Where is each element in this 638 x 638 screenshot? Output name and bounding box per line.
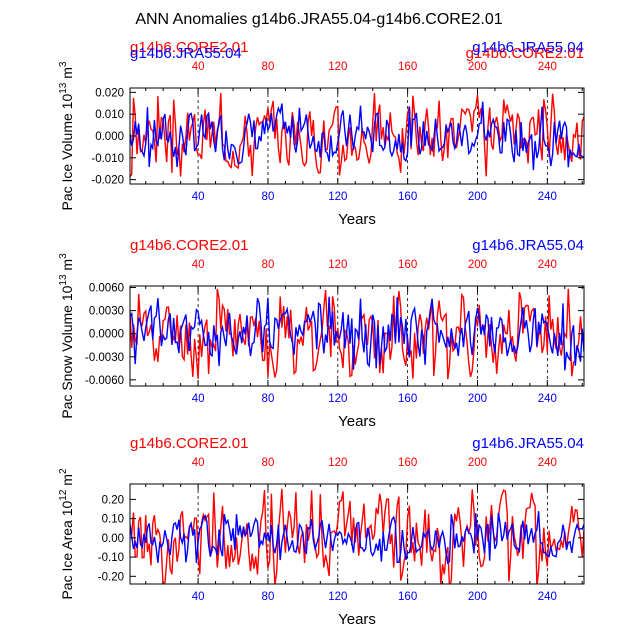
y-axis-label-exponent: 13 bbox=[58, 82, 69, 94]
x-tick-label-top: 200 bbox=[468, 457, 487, 469]
x-tick-label-top: 200 bbox=[468, 259, 487, 271]
y-axis-label-text: Pac Ice Area 10 bbox=[59, 500, 75, 599]
x-tick-label-top: 120 bbox=[328, 457, 347, 469]
x-tick-label-bottom: 240 bbox=[538, 591, 557, 603]
x-tick-label-bottom: 40 bbox=[192, 393, 205, 405]
y-tick-label: 0.00 bbox=[102, 533, 124, 545]
y-axis-label-text: m bbox=[59, 474, 75, 490]
legend-jra: g14b6.JRA55.04 bbox=[472, 237, 584, 254]
chart-panel-1: -0.020 -0.010 0.000 0.010 0.020 40 40 80 80 120 12… bbox=[58, 39, 585, 228]
x-tick-label-bottom: 200 bbox=[468, 393, 487, 405]
series-line-core bbox=[130, 92, 584, 178]
x-tick-label-bottom: 200 bbox=[468, 191, 487, 203]
y-axis-label-text: Pac Snow Volume 10 bbox=[59, 285, 75, 418]
x-tick-label-top: 240 bbox=[538, 259, 557, 271]
x-tick-label-bottom: 160 bbox=[398, 393, 417, 405]
x-tick-label-top: 80 bbox=[262, 457, 275, 469]
y-tick-label: -0.0030 bbox=[85, 352, 124, 364]
x-tick-label-top: 40 bbox=[192, 457, 205, 469]
y-tick-label: 0.0060 bbox=[89, 283, 124, 295]
x-tick-label-top: 40 bbox=[192, 61, 205, 73]
y-tick-label: -0.10 bbox=[98, 552, 124, 564]
x-tick-label-top: 80 bbox=[262, 61, 275, 73]
y-axis-label-exponent: 3 bbox=[58, 61, 69, 67]
x-tick-label-top: 80 bbox=[262, 259, 275, 271]
y-axis-label-text: m bbox=[59, 259, 75, 275]
x-tick-label-bottom: 80 bbox=[262, 393, 275, 405]
series-line-jra bbox=[130, 511, 584, 565]
legend-core-overlap: g14b6.CORE2.01 bbox=[466, 45, 584, 62]
x-axis-label: Years bbox=[338, 413, 376, 430]
y-tick-label: 0.020 bbox=[95, 87, 124, 99]
y-axis-label: Pac Ice Volume 1013 m3 bbox=[58, 61, 75, 210]
y-axis-label-exponent: 13 bbox=[58, 274, 69, 286]
x-tick-label-top: 160 bbox=[398, 457, 417, 469]
x-tick-label-bottom: 120 bbox=[328, 591, 347, 603]
legend-core: g14b6.CORE2.01 bbox=[130, 435, 248, 452]
y-tick-label: 0.10 bbox=[102, 514, 124, 526]
y-tick-label: 0.20 bbox=[102, 494, 124, 506]
x-tick-label-top: 120 bbox=[328, 61, 347, 73]
x-tick-label-bottom: 160 bbox=[398, 591, 417, 603]
x-axis-label: Years bbox=[338, 611, 376, 628]
x-tick-label-top: 240 bbox=[538, 457, 557, 469]
x-axis-label: Years bbox=[338, 211, 376, 228]
legend-core: g14b6.CORE2.01 bbox=[130, 39, 248, 56]
x-tick-label-bottom: 240 bbox=[538, 393, 557, 405]
figure-title: ANN Anomalies g14b6.JRA55.04-g14b6.CORE2… bbox=[135, 11, 502, 28]
x-tick-label-bottom: 40 bbox=[192, 191, 205, 203]
y-tick-label: 0.010 bbox=[95, 109, 124, 121]
y-axis-label-text: Pac Ice Volume 10 bbox=[59, 94, 75, 211]
x-tick-label-top: 240 bbox=[538, 61, 557, 73]
series-line-jra bbox=[130, 101, 584, 171]
x-tick-label-bottom: 120 bbox=[328, 191, 347, 203]
legend-jra: g14b6.JRA55.04 bbox=[472, 39, 584, 56]
x-tick-label-bottom: 200 bbox=[468, 591, 487, 603]
y-axis-label: Pac Ice Area 1012 m2 bbox=[58, 468, 75, 600]
legend-core: g14b6.CORE2.01 bbox=[130, 237, 248, 254]
x-tick-label-bottom: 80 bbox=[262, 191, 275, 203]
y-axis-label-text: m bbox=[59, 67, 75, 83]
y-axis-label-exponent: 12 bbox=[58, 489, 69, 501]
x-tick-label-top: 200 bbox=[468, 61, 487, 73]
y-axis-label-exponent: 2 bbox=[58, 468, 69, 474]
chart-panels: -0.020 -0.010 0.000 0.010 0.020 40 40 80 80 120 12… bbox=[58, 39, 585, 628]
x-tick-label-top: 160 bbox=[398, 61, 417, 73]
y-tick-label: -0.20 bbox=[98, 571, 124, 583]
plot-frame bbox=[129, 483, 585, 585]
series-line-jra bbox=[130, 296, 584, 371]
x-tick-label-bottom: 80 bbox=[262, 591, 275, 603]
legend-jra: g14b6.JRA55.04 bbox=[472, 435, 584, 452]
x-tick-label-bottom: 240 bbox=[538, 191, 557, 203]
y-tick-label: 0.000 bbox=[95, 131, 124, 143]
legend-jra-overlap: g14b6.JRA55.04 bbox=[130, 45, 242, 62]
y-tick-label: -0.0060 bbox=[85, 375, 124, 387]
x-tick-label-bottom: 120 bbox=[328, 393, 347, 405]
y-axis-label-exponent: 3 bbox=[58, 253, 69, 259]
x-tick-label-bottom: 40 bbox=[192, 591, 205, 603]
x-tick-label-top: 40 bbox=[192, 259, 205, 271]
y-tick-label: -0.010 bbox=[91, 153, 124, 165]
y-tick-label: 0.0000 bbox=[89, 329, 124, 341]
x-tick-label-top: 120 bbox=[328, 259, 347, 271]
series-line-core bbox=[130, 288, 584, 380]
x-tick-label-bottom: 160 bbox=[398, 191, 417, 203]
y-tick-label: 0.0030 bbox=[89, 306, 124, 318]
x-tick-label-top: 160 bbox=[398, 259, 417, 271]
plot-frame bbox=[129, 285, 585, 387]
chart-panel-3: -0.20 -0.10 0.00 0.10 0.20 40 40 80 80 120 120 160 1… bbox=[58, 435, 585, 628]
y-axis-label: Pac Snow Volume 1013 m3 bbox=[58, 253, 75, 419]
chart-panel-2: -0.0060 -0.0030 0.0000 0.0030 0.0060 40 40 80 80… bbox=[58, 237, 585, 430]
y-tick-label: -0.020 bbox=[91, 175, 124, 187]
